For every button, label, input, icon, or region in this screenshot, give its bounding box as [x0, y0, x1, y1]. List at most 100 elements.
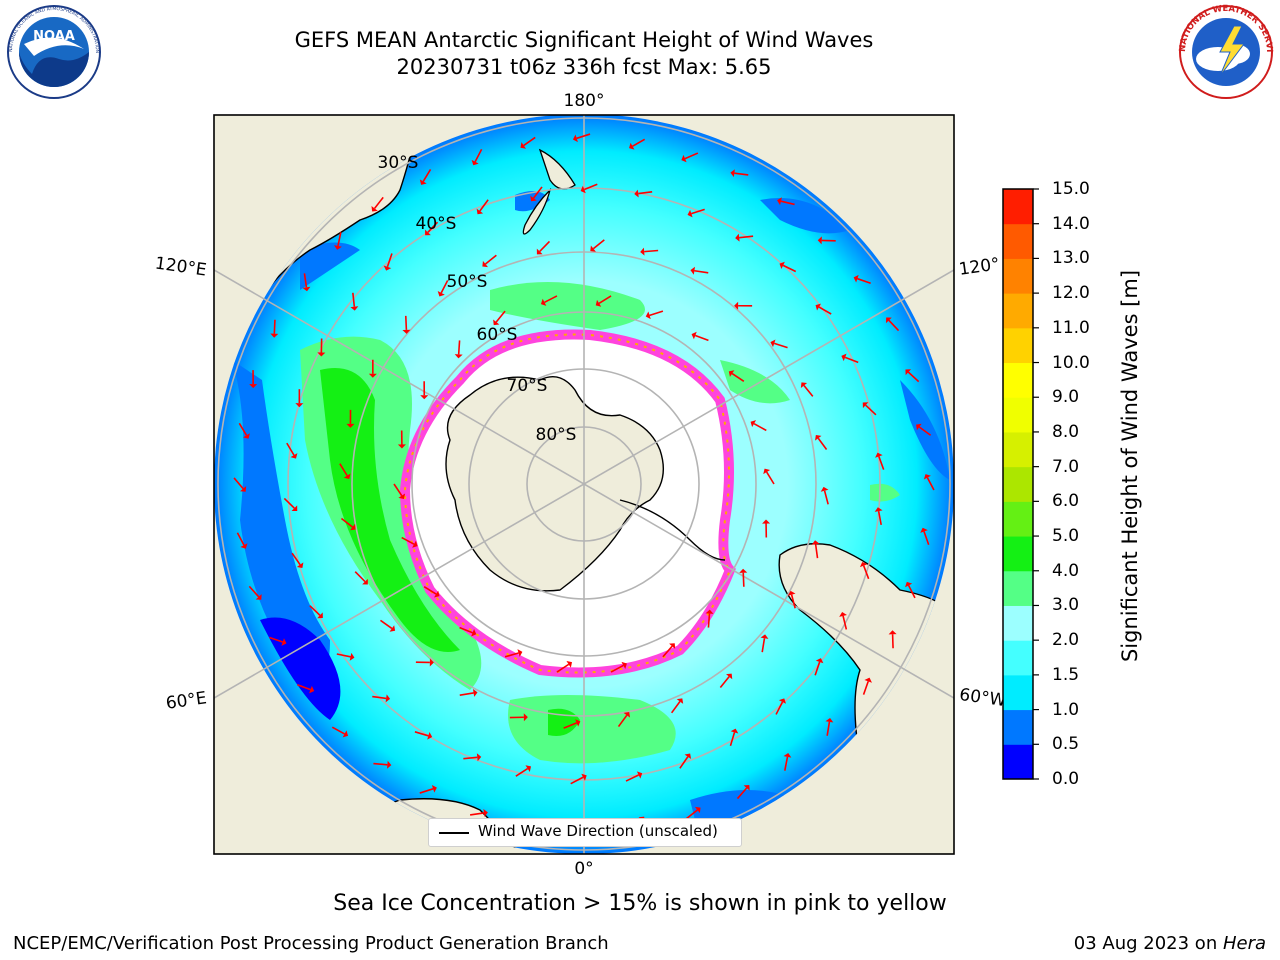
wave-arrow-head: [281, 638, 287, 646]
wave-arrow-shaft: [814, 661, 821, 676]
wave-arrow-head: [362, 578, 368, 585]
wave-arrow-head: [454, 354, 463, 359]
colorbar-tick-label: 13.0: [1052, 248, 1090, 269]
wave-arrow-shaft: [649, 310, 664, 317]
wave-arrow-shaft: [233, 477, 244, 490]
wave-arrow-shaft: [440, 280, 449, 294]
wave-arrow-head: [681, 154, 687, 163]
wave-arrow-shaft: [679, 756, 689, 769]
wave-arrow-shaft: [422, 169, 432, 182]
wave-arrow-head: [483, 808, 488, 817]
wave-arrow-head: [743, 784, 750, 791]
legend-line-sample: [439, 832, 469, 834]
wave-arrow-head: [778, 698, 787, 704]
colorbar-frame: [1002, 188, 1034, 780]
wave-arrow-shaft: [484, 254, 497, 265]
wave-arrow-shaft: [842, 615, 848, 630]
colorbar-tick-label: 1.5: [1052, 664, 1080, 685]
lon-label-120w: 120°: [958, 254, 1001, 280]
wave-arrow-head: [523, 713, 528, 722]
colorbar-tick-label: 4.0: [1052, 560, 1080, 581]
wave-arrow-head: [920, 527, 928, 533]
wave-arrow-head: [728, 370, 735, 377]
wave-arrow-head: [346, 423, 355, 428]
wave-arrow-head: [811, 540, 820, 545]
wave-arrow-head: [862, 402, 869, 409]
wave-arrow-shaft: [269, 636, 283, 643]
wave-arrow-shaft: [644, 249, 659, 253]
wave-arrow-head: [763, 468, 771, 475]
wave-arrow-head: [750, 420, 757, 428]
sea-ice-caption: Sea Ice Concentration > 15% is shown in …: [333, 891, 947, 916]
wave-arrow-head: [595, 299, 602, 307]
wave-arrow-head: [566, 661, 572, 668]
wave-arrow-head: [634, 189, 639, 198]
wave-arrow-head: [317, 612, 323, 619]
wave-arrow-head: [726, 673, 733, 680]
wave-arrow-head: [730, 169, 735, 178]
wave-arrow-head: [493, 319, 500, 326]
footer-date-text: 03 Aug 2023 on: [1073, 933, 1223, 954]
wave-arrow-shaft: [352, 292, 356, 307]
wave-arrow-shaft: [404, 315, 408, 330]
wave-arrow-shaft: [504, 652, 519, 658]
colorbar-segment: [1003, 605, 1033, 641]
antarctic-peninsula: [619, 499, 726, 561]
wave-4m-west: [320, 368, 460, 652]
wave-arrow-head: [240, 543, 248, 549]
wave-arrow-head: [420, 395, 429, 400]
wave-arrow-head: [817, 236, 822, 245]
wave-arrow-shaft: [617, 714, 628, 728]
wave-arrow-shaft: [818, 306, 832, 315]
wave-arrow-head: [398, 493, 406, 499]
wave-arrow-head: [905, 581, 913, 588]
new-zealand-north: [538, 148, 576, 190]
colorbar-tick-label: 0.0: [1052, 769, 1080, 789]
wave-arrow-shaft: [888, 319, 900, 332]
wave-arrow-shaft: [354, 571, 366, 583]
footer-host: Hera: [1222, 933, 1266, 954]
wave-arrow-head: [841, 353, 847, 362]
wave-arrow-shaft: [844, 356, 859, 364]
wave-arrow-head: [800, 382, 808, 389]
map-title: GEFS MEAN Antarctic Significant Height o…: [294, 28, 874, 52]
graticule: [214, 115, 954, 854]
wave-arrow-head: [694, 806, 701, 814]
wave-arrow-head: [476, 753, 482, 762]
wave-arrow-shaft: [331, 726, 345, 735]
wave-arrow-head: [590, 245, 596, 252]
wave-arrow-head: [249, 384, 258, 389]
wave-arrow-shaft: [684, 152, 699, 160]
wave-arrow-head: [730, 728, 739, 734]
wave-arrow-shaft: [286, 442, 295, 456]
wave-arrow-head: [735, 233, 740, 242]
wave-arrow-head: [739, 568, 748, 573]
wave-arrow-shaft: [790, 594, 796, 609]
wave-arrow-head: [434, 590, 440, 598]
wave-arrow-shaft: [817, 437, 828, 450]
wave-arrow-head: [575, 719, 581, 727]
wave-arrow-head: [874, 507, 883, 512]
footer-credit: NCEP/EMC/Verification Post Processing Pr…: [13, 933, 609, 954]
wave-arrow-shaft: [638, 191, 653, 195]
wave-arrow-head: [762, 519, 771, 524]
colorbar-segment: [1003, 362, 1033, 398]
wave-arrow-head: [383, 265, 392, 271]
wave-arrow-shaft: [823, 490, 829, 505]
wave-arrow-shaft: [775, 701, 784, 715]
wave-arrow-shaft: [373, 762, 388, 766]
colorbar-segment: [1003, 327, 1033, 364]
wave-arrow-shaft: [761, 638, 766, 653]
wave-arrow-head: [820, 486, 829, 492]
colorbar-tick-label: 3.0: [1052, 595, 1080, 616]
colorbar-segment: [1003, 223, 1033, 259]
wave-arrow-head: [482, 260, 488, 268]
wave-arrow-head: [815, 434, 822, 441]
colorbar-tick-label: 14.0: [1052, 213, 1090, 234]
wave-arrow-shaft: [393, 483, 403, 497]
wave-arrow-shaft: [694, 269, 709, 274]
wave-arrow-shaft: [729, 732, 736, 747]
wave-arrow-shaft: [372, 695, 387, 700]
wave-arrow-head: [580, 185, 586, 194]
